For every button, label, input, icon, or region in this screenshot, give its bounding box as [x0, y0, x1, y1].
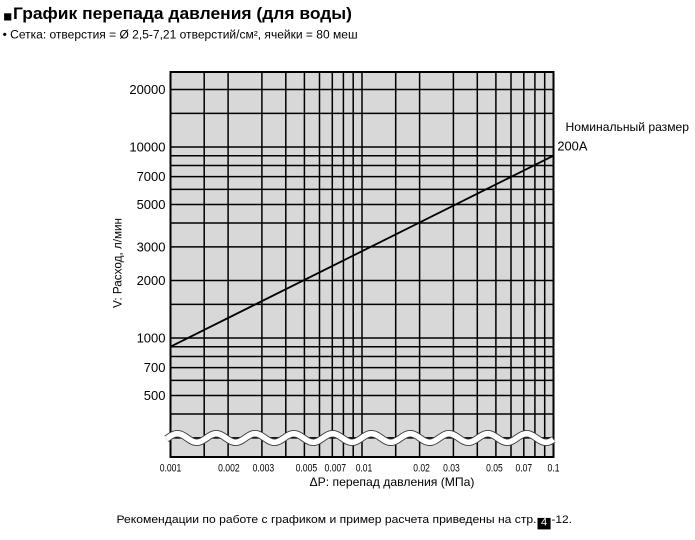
svg-text:200A: 200A [557, 140, 588, 154]
svg-text:3000: 3000 [137, 239, 166, 254]
svg-text:5000: 5000 [137, 197, 166, 212]
svg-text:V: Расход, л/мин: V: Расход, л/мин [111, 218, 125, 308]
svg-text:1000: 1000 [137, 331, 166, 346]
svg-text:7000: 7000 [137, 169, 166, 184]
svg-text:График перепада давления (для: График перепада давления (для воды) [13, 4, 352, 23]
svg-text:0.003: 0.003 [253, 463, 275, 475]
svg-text:0.1: 0.1 [548, 463, 560, 475]
svg-text:2000: 2000 [137, 273, 166, 288]
svg-text:Номинальный размер: Номинальный размер [566, 120, 690, 134]
svg-text:4: 4 [541, 517, 547, 529]
svg-text:0.005: 0.005 [296, 463, 318, 475]
svg-text:Рекомендации по работе с графи: Рекомендации по работе с графиком и прим… [117, 514, 537, 526]
svg-text:ΔP: перепад давления (МПа): ΔP: перепад давления (МПа) [310, 475, 475, 489]
svg-text:0.05: 0.05 [486, 463, 503, 475]
svg-text:700: 700 [144, 360, 166, 375]
svg-text:0.01: 0.01 [356, 463, 373, 475]
svg-text:500: 500 [144, 388, 166, 403]
svg-text:20000: 20000 [129, 82, 165, 97]
svg-text:0.007: 0.007 [325, 463, 347, 475]
svg-text:0.07: 0.07 [516, 463, 533, 475]
svg-text:0.001: 0.001 [160, 463, 182, 475]
svg-text:0.002: 0.002 [218, 463, 240, 475]
svg-text:10000: 10000 [129, 140, 165, 155]
svg-text:• Сетка: отверстия = Ø 2,5-7,2: • Сетка: отверстия = Ø 2,5-7,21 отверсти… [3, 30, 358, 42]
svg-text:0.02: 0.02 [413, 463, 430, 475]
svg-text:0.03: 0.03 [443, 463, 460, 475]
svg-text:-12.: -12. [551, 514, 572, 526]
